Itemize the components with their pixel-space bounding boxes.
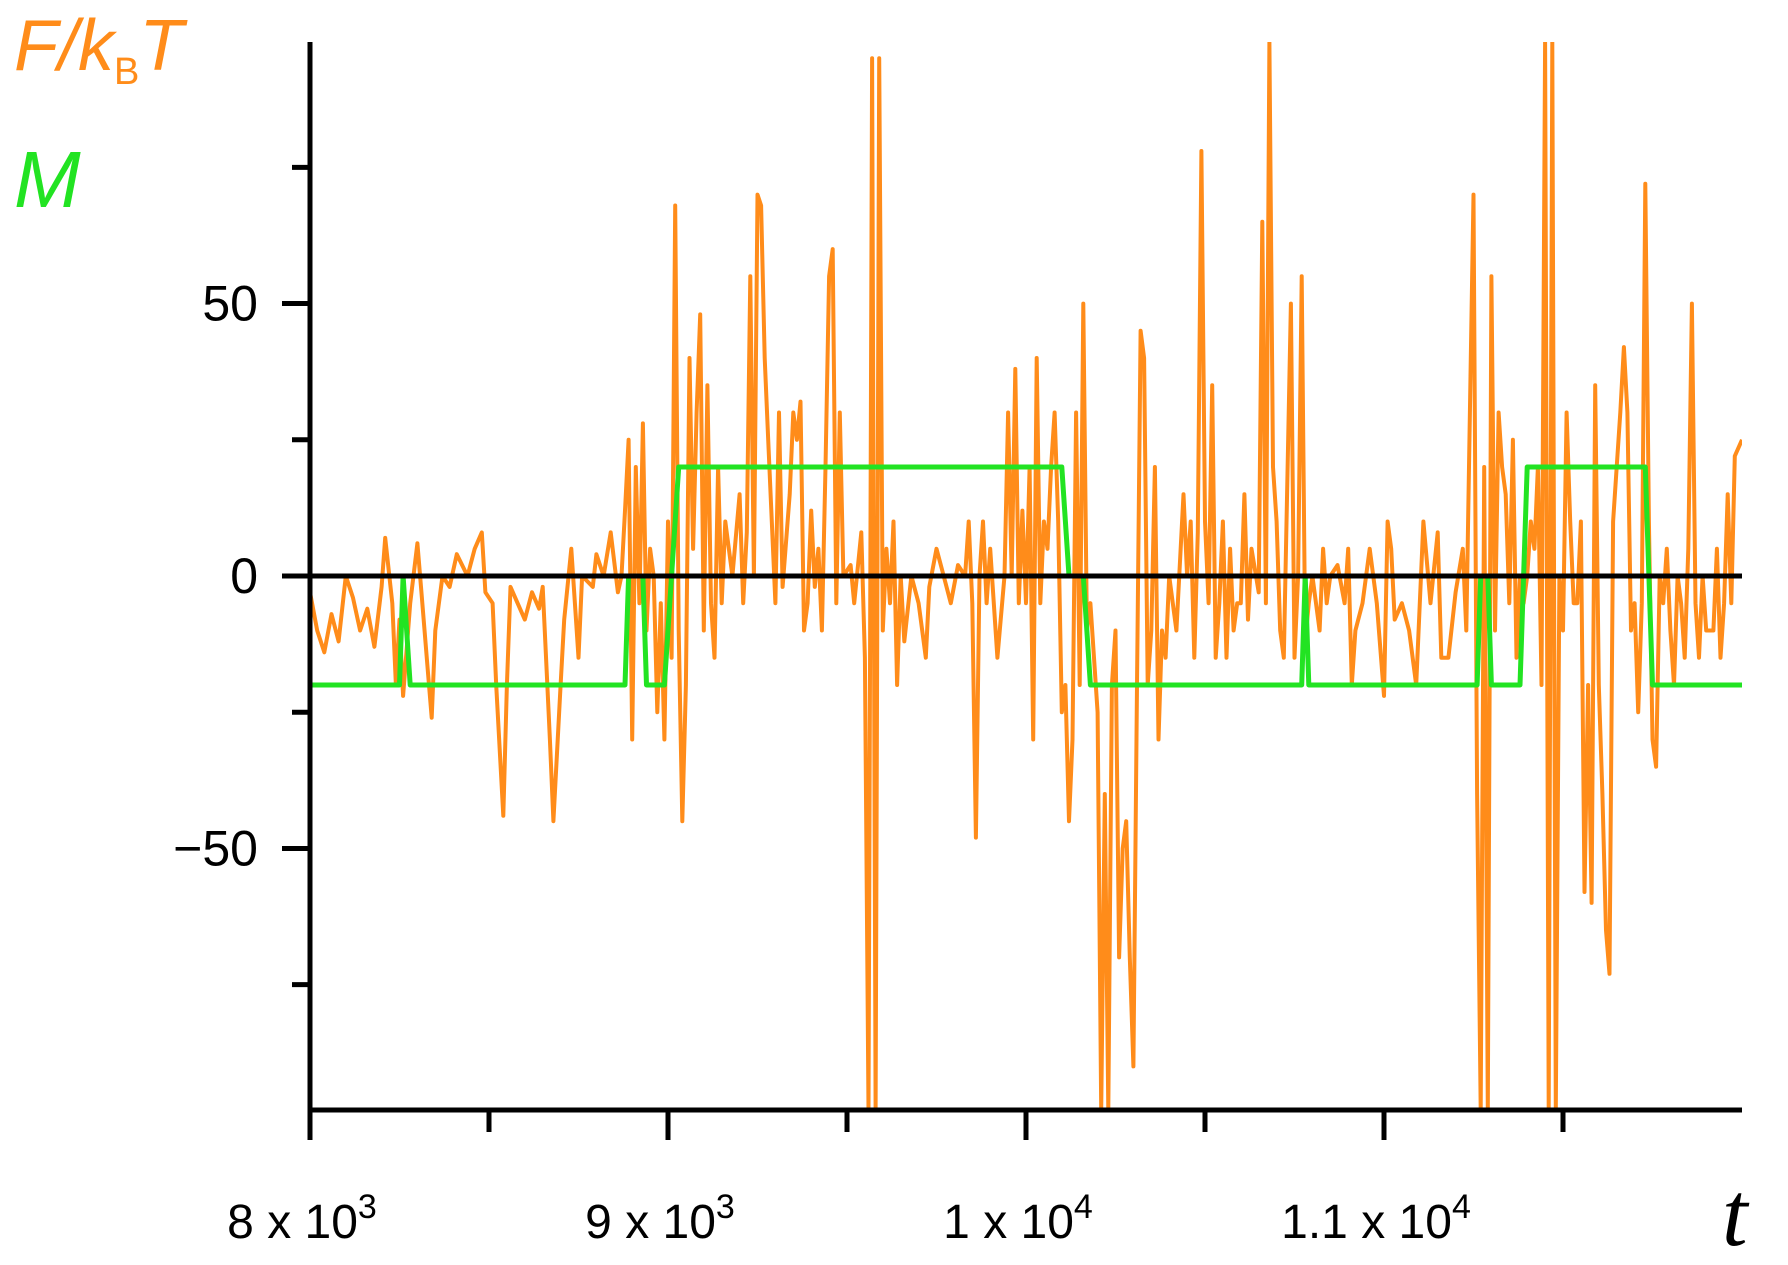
force-axis-label: F/kBT: [14, 10, 183, 91]
x-tick-label: 1 x 104: [943, 1188, 1093, 1249]
x-axis-label: t: [1722, 1163, 1748, 1265]
y-tick-label: −50: [173, 820, 258, 876]
y-tick-label: 0: [230, 548, 258, 604]
x-tick-label: 9 x 103: [585, 1188, 735, 1249]
force-axis-label-tail: T: [139, 6, 184, 86]
x-tick-label: 1.1 x 104: [1281, 1188, 1471, 1249]
y-tick-label: 50: [202, 276, 258, 332]
x-tick-exponent: 4: [1452, 1188, 1471, 1226]
ticks-layer: 50 0 −50 8 x 103 9 x 103 1 x 104 1.1 x 104: [173, 164, 1566, 1249]
x-tick-exponent: 3: [716, 1188, 735, 1226]
m-series-line: [310, 464, 1742, 688]
x-tick-exponent: 4: [1074, 1188, 1093, 1226]
m-axis-label: M: [14, 135, 81, 224]
x-tick-label: 8 x 103: [227, 1188, 377, 1249]
axes-layer: [307, 42, 1742, 1113]
force-axis-label-main: F/k: [14, 6, 114, 86]
force-axis-label-subscript: B: [113, 51, 140, 93]
x-tick-exponent: 3: [358, 1188, 377, 1226]
